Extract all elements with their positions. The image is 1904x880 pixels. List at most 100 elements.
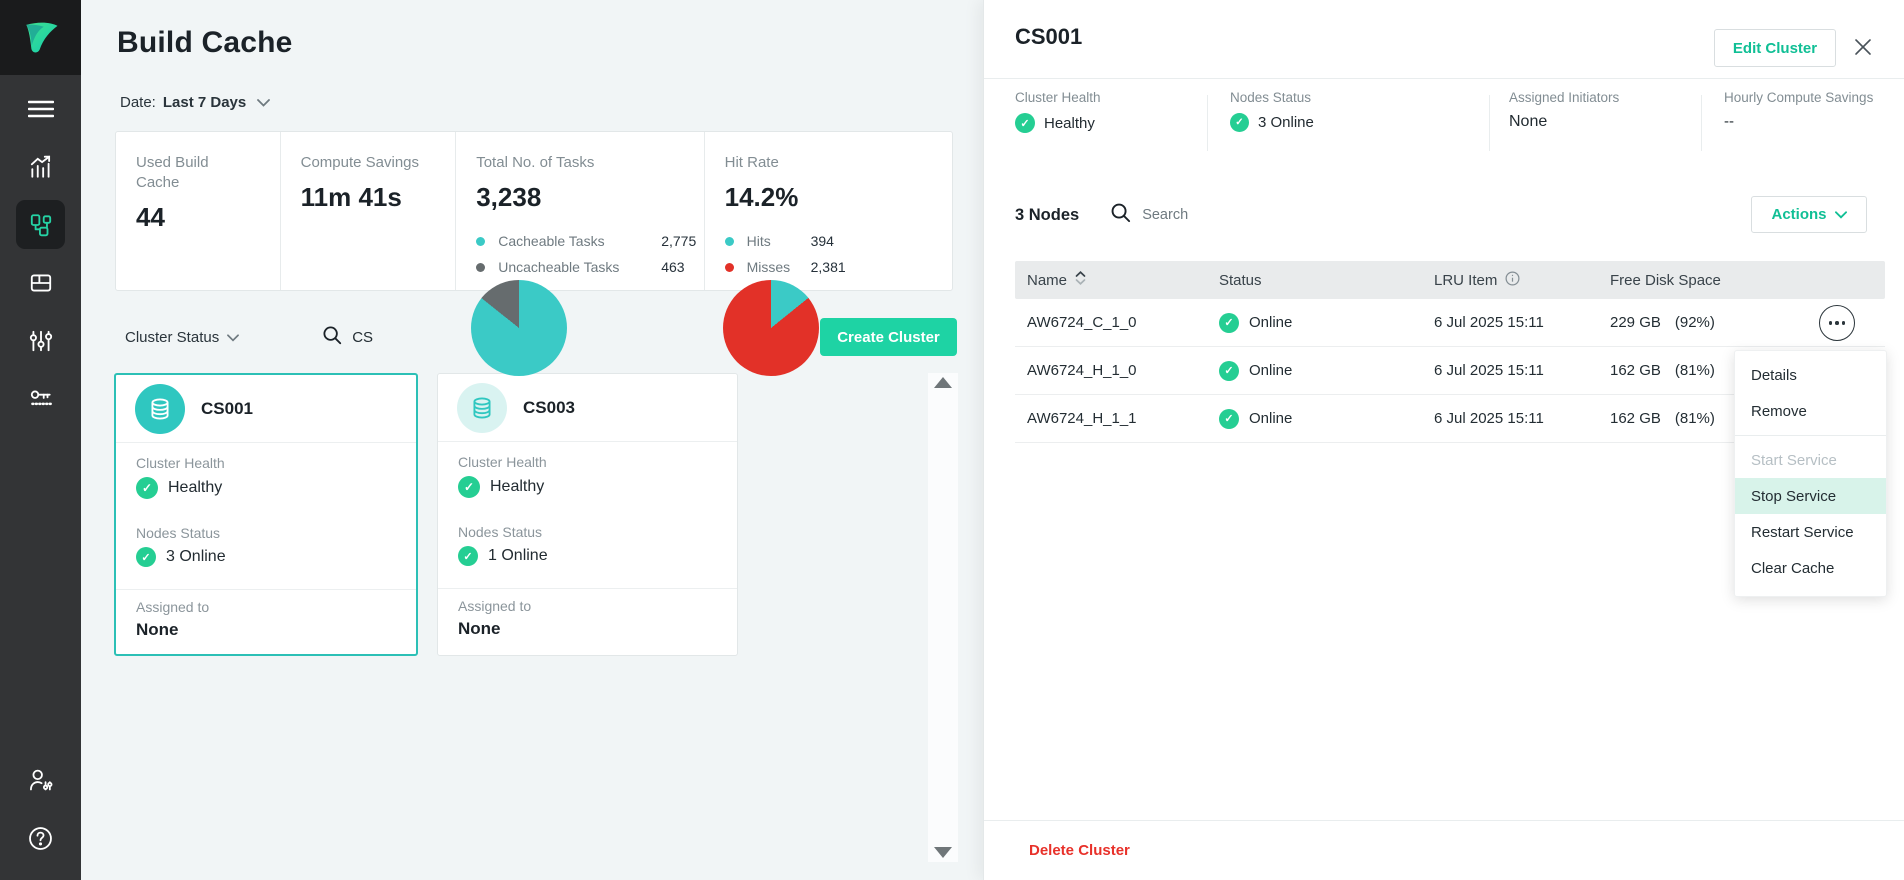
column-lru-item: LRU Item (1434, 271, 1520, 290)
sidebar-item-license[interactable] (16, 374, 65, 423)
close-icon[interactable] (1852, 37, 1874, 59)
check-icon: ✓ (1230, 113, 1249, 132)
info-cluster-health: Cluster Health ✓ Healthy (1015, 90, 1101, 133)
info-nodes-status: Nodes Status ✓ 3 Online (1230, 90, 1314, 132)
dashboard-icon (28, 270, 54, 296)
cluster-info-row: Cluster Health ✓ Healthy Nodes Status ✓ … (984, 90, 1904, 152)
divider (984, 820, 1904, 821)
sidebar-item-dashboard[interactable] (16, 258, 65, 307)
legend-row: Misses 2,381 (724, 254, 846, 280)
divider (1489, 95, 1490, 151)
node-name: AW6724_C_1_0 (1027, 314, 1137, 331)
nodes-count: 3 Nodes (1015, 205, 1080, 224)
tasks-legend: Cacheable Tasks 2,775 Uncacheable Tasks … (476, 228, 696, 280)
nodes-search-input[interactable]: Search (1109, 201, 1188, 229)
assigned-to-value: None (458, 619, 501, 638)
check-icon: ✓ (458, 476, 480, 498)
app-logo[interactable] (0, 0, 81, 75)
hitrate-pie-chart (723, 280, 819, 376)
actions-button[interactable]: Actions (1751, 196, 1867, 233)
column-name[interactable]: Name (1027, 271, 1086, 289)
menu-item-remove[interactable]: Remove (1751, 402, 1807, 420)
sort-icon[interactable] (1075, 271, 1086, 289)
stat-total-tasks: Total No. of Tasks 3,238 Cacheable Tasks… (455, 132, 703, 290)
node-lru: 6 Jul 2025 15:11 (1434, 362, 1544, 379)
create-cluster-button[interactable]: Create Cluster (820, 318, 957, 356)
search-placeholder: Search (1142, 207, 1189, 223)
node-disk: 162 GB (81%) (1610, 362, 1715, 379)
scrollbar[interactable] (928, 373, 958, 862)
divider (1735, 435, 1886, 436)
nodes-status-value: ✓ 3 Online (136, 547, 226, 567)
chevron-down-icon (227, 329, 240, 346)
stat-label: Compute Savings (300, 154, 420, 171)
cluster-card-cs003[interactable]: CS003 Cluster Health ✓ Healthy Nodes Sta… (437, 373, 738, 656)
search-icon (321, 324, 343, 351)
page-title: Build Cache (117, 26, 293, 59)
sidebar-item-settings[interactable] (16, 316, 65, 365)
node-status: ✓ Online (1219, 360, 1292, 381)
menu-item-stop-service[interactable]: Stop Service (1735, 478, 1886, 514)
hits-dot-icon (724, 236, 734, 246)
user-settings-icon (27, 767, 54, 794)
node-disk: 162 GB (81%) (1610, 410, 1715, 427)
uncacheable-dot-icon (476, 262, 486, 272)
cluster-card-header: CS003 (438, 374, 737, 442)
sidebar-bottom (0, 756, 81, 872)
menu-item-details[interactable]: Details (1751, 366, 1797, 384)
actions-label: Actions (1771, 206, 1827, 223)
delete-cluster-button[interactable]: Delete Cluster (1029, 842, 1130, 859)
info-assigned-initiators: Assigned Initiators None (1509, 90, 1619, 131)
scroll-down-icon[interactable] (934, 847, 952, 858)
build-cache-icon (28, 212, 54, 238)
stat-value: 44 (136, 202, 165, 232)
analytics-icon (28, 154, 54, 180)
node-lru: 6 Jul 2025 15:11 (1434, 314, 1544, 331)
legend-value: 2,381 (810, 259, 846, 275)
sidebar-item-analytics[interactable] (16, 142, 65, 191)
check-icon: ✓ (1219, 312, 1239, 333)
cluster-name: CS001 (201, 398, 253, 418)
legend-row: Uncacheable Tasks 463 (476, 254, 696, 280)
hitrate-legend: Hits 394 Misses 2,381 (724, 228, 846, 280)
menu-item-restart-service[interactable]: Restart Service (1751, 523, 1854, 541)
cluster-card-cs001[interactable]: CS001 Cluster Health ✓ Healthy Nodes Sta… (114, 373, 418, 656)
assigned-to-value: None (136, 620, 179, 639)
cluster-health-label: Cluster Health (458, 454, 547, 470)
check-icon: ✓ (136, 477, 158, 499)
info-label: Nodes Status (1230, 90, 1312, 105)
cluster-status-dropdown[interactable]: Cluster Status (125, 329, 240, 346)
info-icon[interactable] (1505, 271, 1520, 290)
legend-value: 2,775 (661, 233, 697, 249)
column-status: Status (1219, 271, 1262, 289)
nodes-status-label: Nodes Status (458, 524, 543, 540)
legend-name: Cacheable Tasks (498, 233, 605, 249)
node-name: AW6724_H_1_1 (1027, 410, 1137, 427)
date-filter[interactable]: Date: Last 7 Days (120, 94, 271, 111)
ellipsis-icon[interactable] (1819, 305, 1855, 341)
sidebar-item-help[interactable] (16, 814, 65, 863)
settings-sliders-icon (28, 328, 54, 354)
menu-item-clear-cache[interactable]: Clear Cache (1751, 559, 1835, 577)
cluster-name: CS003 (523, 397, 575, 417)
divider (1701, 95, 1702, 151)
stat-value: 14.2% (724, 182, 799, 212)
stat-compute-savings: Compute Savings 11m 41s (279, 132, 456, 290)
check-icon: ✓ (1219, 408, 1239, 429)
table-row[interactable]: AW6724_C_1_0 ✓ Online 6 Jul 2025 15:11 2… (1015, 299, 1885, 347)
divider (1207, 95, 1208, 151)
cluster-filter-row: Cluster Status CS (125, 318, 373, 356)
license-key-icon (28, 386, 54, 412)
cluster-card-header: CS001 (116, 375, 416, 443)
cacheable-dot-icon (476, 236, 486, 246)
scroll-up-icon[interactable] (934, 377, 952, 388)
node-name: AW6724_H_1_0 (1027, 362, 1137, 379)
info-value: ✓ Healthy (1015, 113, 1101, 133)
cluster-search-input[interactable]: CS (321, 324, 373, 351)
sidebar-item-menu[interactable] (16, 84, 65, 133)
edit-cluster-button[interactable]: Edit Cluster (1714, 29, 1836, 67)
sidebar-item-build-cache[interactable] (16, 200, 65, 249)
search-icon (1109, 201, 1132, 229)
sidebar-item-user-settings[interactable] (16, 756, 65, 805)
